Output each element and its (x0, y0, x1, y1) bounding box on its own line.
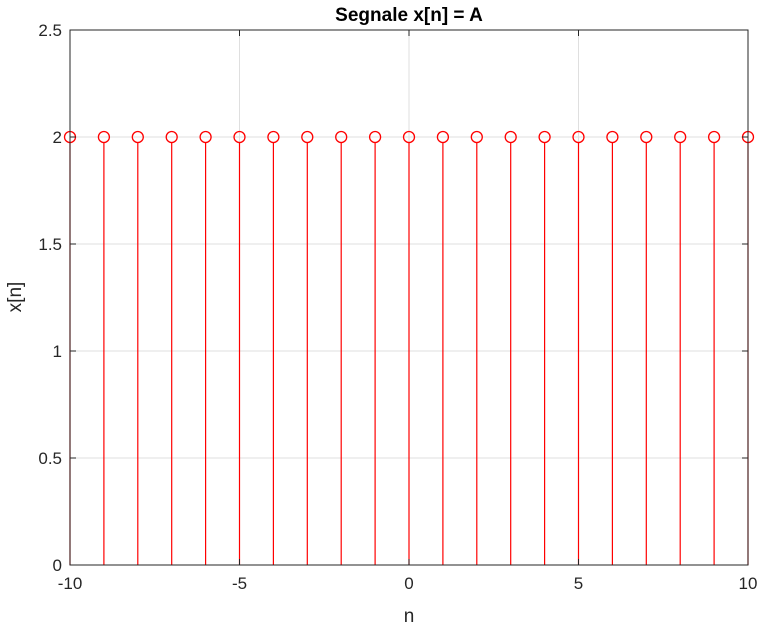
y-tick-label: 0 (53, 556, 62, 575)
axis-ticks: -10 -5 0 5 10 0 0.5 1 1.5 2 2.5 (38, 21, 757, 593)
stem-marker (301, 130, 314, 144)
x-tick-label: 10 (739, 574, 758, 593)
y-tick-label: 2 (53, 128, 62, 147)
stem-marker (707, 130, 721, 144)
stem-marker (504, 130, 517, 144)
stem-marker (674, 130, 687, 144)
stem-marker (640, 130, 653, 144)
stem-marker (368, 130, 382, 144)
x-tick-label: -5 (232, 574, 247, 593)
y-axis-label: x[n] (5, 282, 26, 313)
y-tick-label: 1 (53, 342, 62, 361)
stem-marker (606, 130, 619, 144)
x-tick-label: 0 (404, 574, 413, 593)
stem-marker (470, 130, 483, 144)
stem-marker (165, 130, 178, 144)
x-axis-label: n (404, 606, 415, 627)
stem-marker (572, 130, 585, 144)
stem-marker (335, 130, 348, 144)
stem-series (63, 130, 755, 565)
chart-title: Segnale x[n] = A (335, 5, 483, 26)
stem-marker (538, 130, 551, 144)
stem-marker (436, 130, 450, 144)
stem-marker (199, 130, 212, 144)
y-tick-label: 0.5 (38, 449, 62, 468)
y-tick-label: 2.5 (38, 21, 62, 40)
stem-marker (233, 130, 246, 144)
stem-marker (402, 130, 416, 144)
stem-marker (267, 130, 280, 144)
y-tick-label: 1.5 (38, 235, 62, 254)
x-tick-label: 5 (574, 574, 583, 593)
stem-marker (97, 130, 111, 144)
x-tick-label: -10 (58, 574, 83, 593)
stem-marker (131, 130, 144, 144)
